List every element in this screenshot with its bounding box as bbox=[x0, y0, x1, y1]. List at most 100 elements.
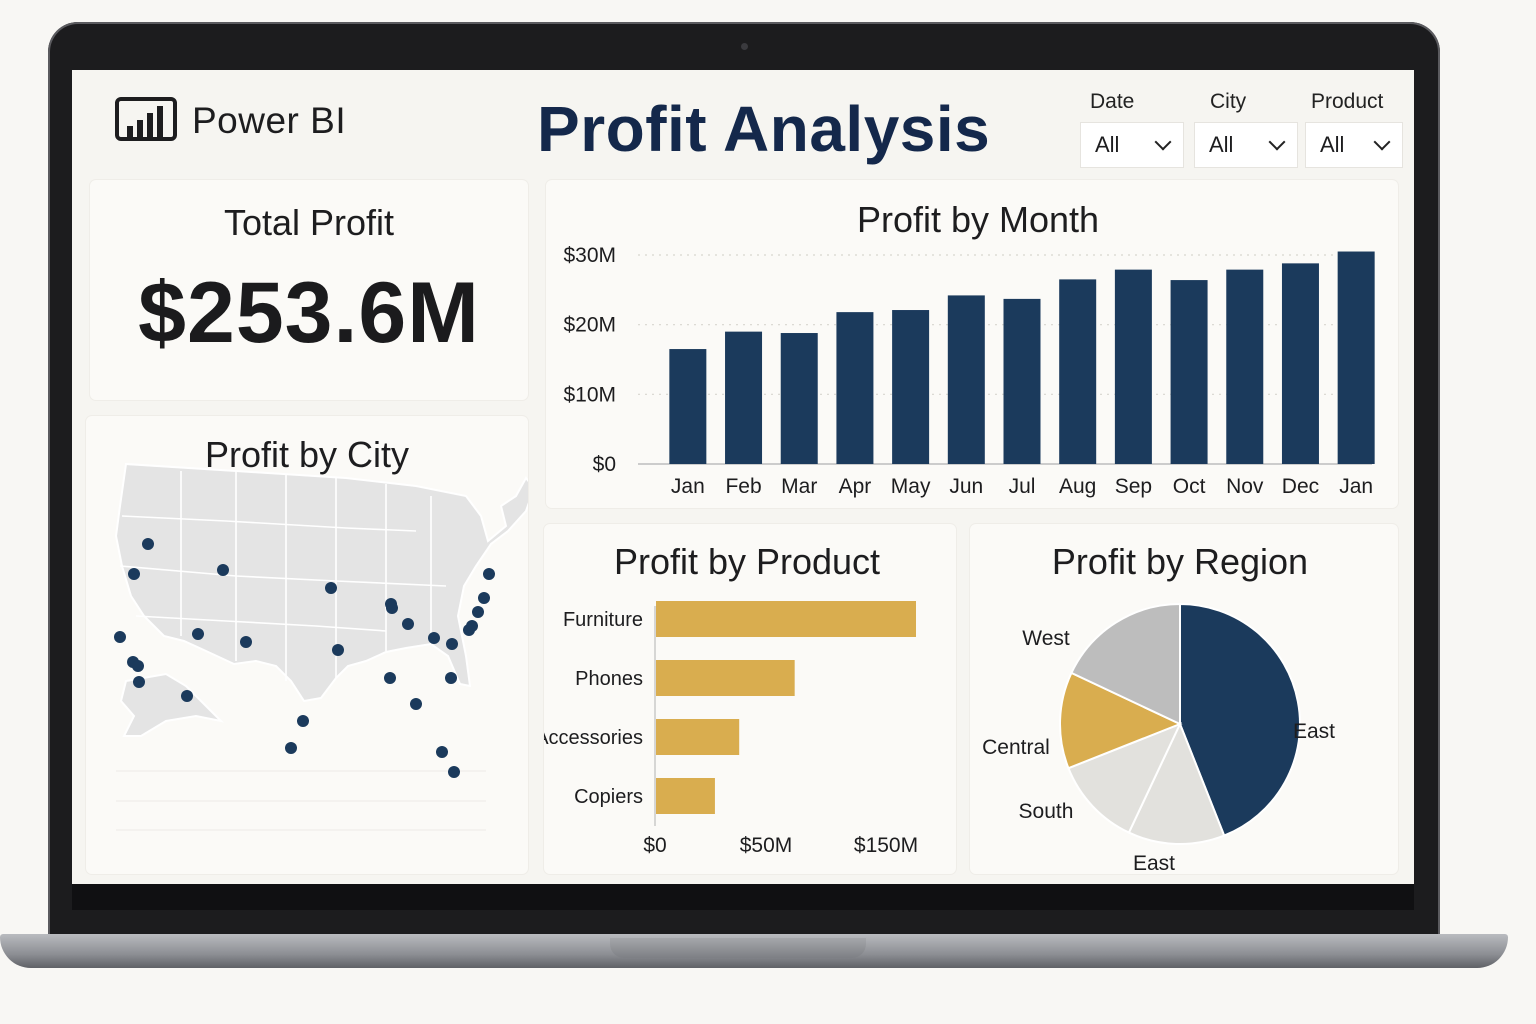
y-tick-label: $30M bbox=[563, 244, 616, 267]
month-bar[interactable] bbox=[1226, 269, 1264, 464]
kpi-value: $253.6M bbox=[138, 265, 480, 361]
city-dot[interactable] bbox=[114, 631, 126, 643]
map-title: Profit by City bbox=[204, 434, 410, 475]
us-map bbox=[114, 462, 528, 831]
y-tick-label: $0 bbox=[593, 453, 616, 476]
city-dot[interactable] bbox=[428, 632, 440, 644]
x-tick-label: Jun bbox=[949, 475, 983, 498]
city-dot[interactable] bbox=[384, 672, 396, 684]
x-tick-label: Feb bbox=[725, 475, 761, 498]
product-bar[interactable] bbox=[656, 778, 715, 814]
city-dot[interactable] bbox=[297, 715, 309, 727]
alaska-shape bbox=[119, 672, 225, 737]
x-tick-label: Mar bbox=[781, 475, 817, 498]
city-dot[interactable] bbox=[192, 628, 204, 640]
region-label: Central bbox=[982, 736, 1050, 759]
region-slice[interactable] bbox=[1059, 671, 1183, 770]
month-bar[interactable] bbox=[780, 333, 818, 464]
x-tick-label: Dec bbox=[1282, 475, 1319, 498]
month-bar[interactable] bbox=[1003, 298, 1041, 464]
city-dot[interactable] bbox=[285, 742, 297, 754]
x-tick-label: Jul bbox=[1009, 475, 1036, 498]
product-x-tick-label: $0 bbox=[643, 834, 666, 857]
city-dot[interactable] bbox=[446, 638, 458, 650]
month-bar[interactable] bbox=[892, 310, 930, 464]
city-dot[interactable] bbox=[128, 568, 140, 580]
product-label: Copiers bbox=[574, 786, 643, 808]
city-dot[interactable] bbox=[483, 568, 495, 580]
filter-city-dropdown[interactable]: All bbox=[1194, 122, 1298, 168]
city-dot[interactable] bbox=[325, 582, 337, 594]
month-bar[interactable] bbox=[947, 295, 985, 464]
city-dot[interactable] bbox=[478, 592, 490, 604]
filter-product: Product All bbox=[1305, 90, 1403, 168]
city-dot[interactable] bbox=[133, 676, 145, 688]
region-slice[interactable] bbox=[1070, 602, 1181, 726]
us-mainland-shape bbox=[114, 462, 528, 703]
profit-by-region-card[interactable]: Profit by Region East East South Central Wes… bbox=[970, 524, 1398, 874]
city-dot[interactable] bbox=[472, 606, 484, 618]
filter-product-dropdown[interactable]: All bbox=[1305, 122, 1403, 168]
product-x-tick-label: $150M bbox=[854, 834, 918, 857]
city-dot[interactable] bbox=[410, 698, 422, 710]
city-dot[interactable] bbox=[332, 644, 344, 656]
product-bar[interactable] bbox=[656, 601, 916, 637]
x-tick-label: May bbox=[891, 475, 931, 498]
product-bar[interactable] bbox=[656, 660, 795, 696]
profit-by-product-chart: Profit by Product Furniture Phones Accesso… bbox=[544, 541, 918, 857]
month-bar[interactable] bbox=[1281, 263, 1319, 464]
month-bar[interactable] bbox=[725, 331, 763, 464]
month-bar[interactable] bbox=[1170, 280, 1208, 464]
city-dot[interactable] bbox=[448, 766, 460, 778]
total-profit-card[interactable]: Total Profit $253.6M bbox=[90, 180, 528, 400]
profit-by-city-card[interactable]: Profit by City bbox=[86, 416, 528, 874]
city-dot[interactable] bbox=[181, 690, 193, 702]
city-dot[interactable] bbox=[386, 602, 398, 614]
region-chart-title: Profit by Region bbox=[1052, 541, 1308, 582]
month-bar[interactable] bbox=[1059, 279, 1097, 464]
filter-city-value: All bbox=[1209, 132, 1234, 157]
product-bar[interactable] bbox=[656, 719, 740, 755]
filter-city: City All bbox=[1194, 90, 1298, 168]
x-tick-label: Nov bbox=[1226, 475, 1264, 498]
month-bar[interactable] bbox=[836, 312, 874, 464]
kpi-title: Total Profit bbox=[223, 202, 395, 243]
profit-by-product-card[interactable]: Profit by Product Furniture Phones Accesso… bbox=[544, 524, 956, 874]
city-dot[interactable] bbox=[402, 618, 414, 630]
x-tick-label: Aug bbox=[1059, 475, 1096, 498]
region-slice[interactable] bbox=[1127, 721, 1226, 845]
month-bar[interactable] bbox=[669, 349, 707, 464]
city-dot[interactable] bbox=[217, 564, 229, 576]
page-title: Profit Analysis bbox=[537, 93, 991, 165]
city-dot[interactable] bbox=[142, 538, 154, 550]
city-dot[interactable] bbox=[240, 636, 252, 648]
profit-by-month-card[interactable]: Profit by Month Jan Feb Mar Apr May Jun Jul Aug… bbox=[546, 180, 1398, 508]
city-dot[interactable] bbox=[132, 660, 144, 672]
x-tick-label: Oct bbox=[1173, 475, 1206, 498]
month-bar[interactable] bbox=[1114, 269, 1152, 464]
chevron-down-icon bbox=[1268, 133, 1286, 151]
city-dot[interactable] bbox=[463, 624, 475, 636]
filter-date-value: All bbox=[1095, 132, 1120, 157]
product-x-tick-label: $50M bbox=[740, 834, 793, 857]
region-label: East bbox=[1293, 720, 1335, 743]
filter-date-dropdown[interactable]: All bbox=[1080, 122, 1184, 168]
region-label: West bbox=[1022, 627, 1070, 650]
filter-city-label: City bbox=[1210, 90, 1247, 113]
filter-date-label: Date bbox=[1090, 90, 1135, 113]
region-slice[interactable] bbox=[1179, 602, 1301, 837]
y-tick-label: $20M bbox=[563, 314, 616, 337]
x-tick-label: Apr bbox=[839, 475, 872, 498]
region-label: East bbox=[1133, 852, 1175, 874]
region-label: South bbox=[1019, 800, 1074, 823]
power-bi-logo-icon bbox=[114, 96, 178, 146]
product-chart-title: Profit by Product bbox=[614, 541, 880, 582]
city-dot[interactable] bbox=[445, 672, 457, 684]
city-dot[interactable] bbox=[436, 746, 448, 758]
month-bar[interactable] bbox=[1337, 251, 1375, 464]
region-slice[interactable] bbox=[1067, 722, 1182, 834]
month-chart-title: Profit by Month bbox=[857, 199, 1099, 240]
product-label: Furniture bbox=[563, 609, 643, 631]
screen-bezel-bottom bbox=[72, 884, 1414, 910]
product-label: Phones bbox=[575, 668, 643, 690]
